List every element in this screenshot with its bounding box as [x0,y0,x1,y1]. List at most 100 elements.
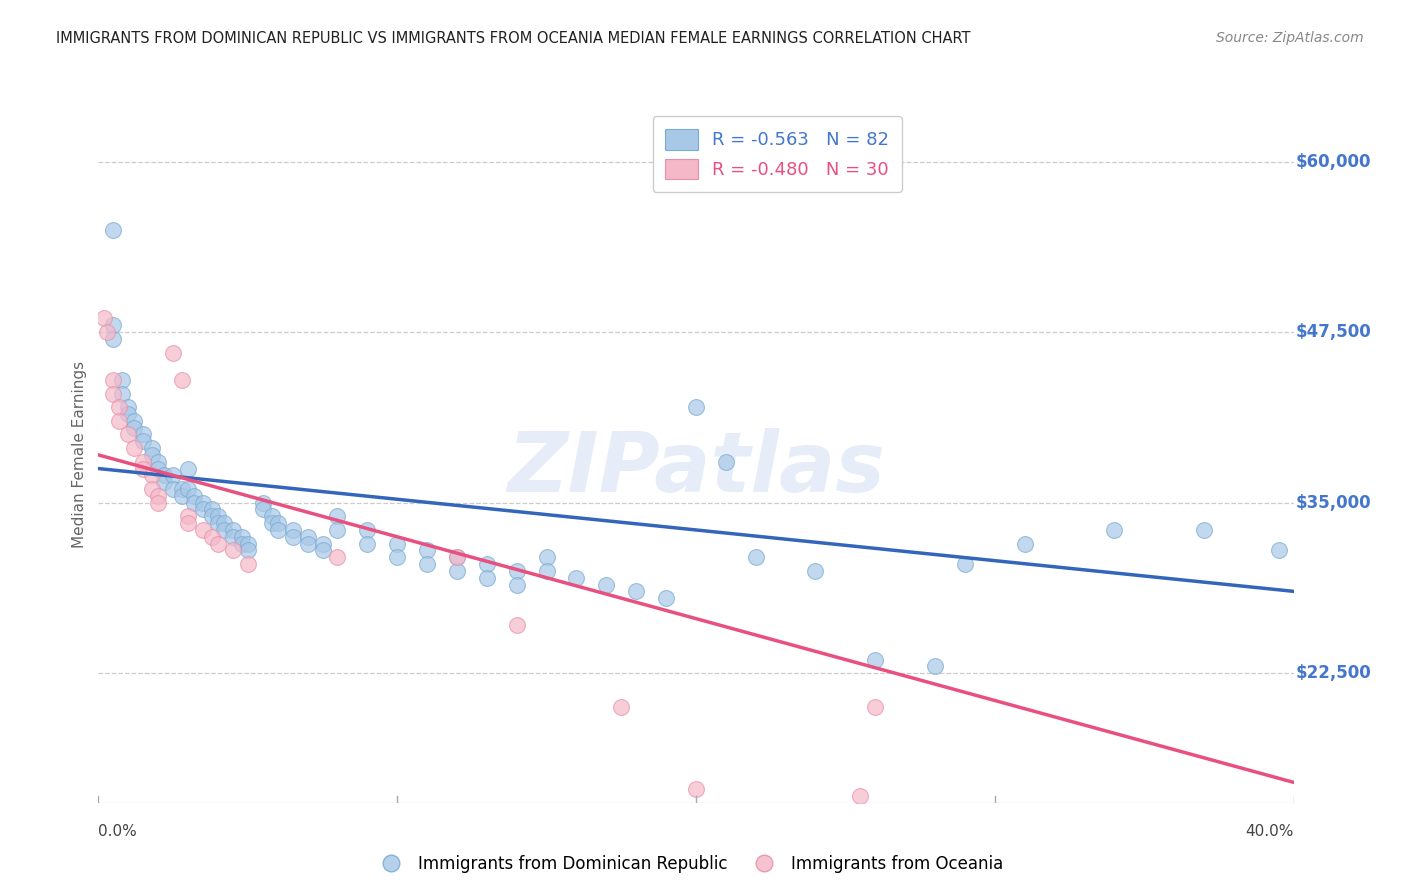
Point [446,550,468,565]
Point [281,530,304,544]
Point [865,652,887,666]
Point [416,557,439,571]
Point [124,414,146,428]
Point [177,461,200,475]
Point [207,536,229,550]
Point [865,700,887,714]
Point [162,468,184,483]
Point [1267,543,1289,558]
Point [536,564,558,578]
Y-axis label: Median Female Earnings: Median Female Earnings [72,361,87,549]
Point [924,659,946,673]
Point [103,386,125,401]
Point [281,523,304,537]
Point [745,550,768,565]
Point [153,468,176,483]
Point [148,455,170,469]
Point [311,543,333,558]
Point [385,550,409,565]
Point [326,550,349,565]
Point [506,577,529,591]
Point [326,523,349,537]
Point [162,482,184,496]
Point [201,502,224,516]
Point [297,530,319,544]
Text: Source: ZipAtlas.com: Source: ZipAtlas.com [1216,31,1364,45]
Point [111,373,134,387]
Point [506,564,529,578]
Point [595,577,617,591]
Point [103,223,125,237]
Point [267,523,290,537]
Point [1192,523,1215,537]
Point [849,789,872,803]
Text: $60,000: $60,000 [1296,153,1371,170]
Point [191,502,214,516]
Point [311,536,333,550]
Point [148,461,170,475]
Point [141,468,163,483]
Point [141,482,163,496]
Point [108,414,131,428]
Point [132,455,155,469]
Point [103,332,125,346]
Point [172,373,194,387]
Point [222,543,245,558]
Point [172,489,194,503]
Point [565,571,588,585]
Point [260,509,283,524]
Point [132,427,155,442]
Point [111,386,134,401]
Point [231,536,253,550]
Point [222,530,245,544]
Point [177,482,200,496]
Point [260,516,283,530]
Point [446,564,468,578]
Point [252,496,274,510]
Point [172,482,194,496]
Point [685,400,707,414]
Point [93,311,115,326]
Point [222,523,245,537]
Point [141,448,163,462]
Point [446,550,468,565]
Point [212,516,235,530]
Point [297,536,319,550]
Point [117,407,139,421]
Point [162,345,184,359]
Point [201,509,224,524]
Point [536,550,558,565]
Point [385,536,409,550]
Point [506,618,529,632]
Point [177,516,200,530]
Point [103,318,125,333]
Text: 0.0%: 0.0% [98,823,138,838]
Point [231,530,253,544]
Point [236,557,259,571]
Point [475,571,498,585]
Point [714,455,737,469]
Text: 40.0%: 40.0% [1246,823,1294,838]
Point [132,434,155,449]
Point [1104,523,1126,537]
Point [685,782,707,797]
Legend: Immigrants from Dominican Republic, Immigrants from Oceania: Immigrants from Dominican Republic, Immi… [368,848,1010,880]
Point [207,516,229,530]
Point [148,489,170,503]
Text: $47,500: $47,500 [1296,323,1372,341]
Point [148,496,170,510]
Point [236,536,259,550]
Point [1014,536,1036,550]
Text: IMMIGRANTS FROM DOMINICAN REPUBLIC VS IMMIGRANTS FROM OCEANIA MEDIAN FEMALE EARN: IMMIGRANTS FROM DOMINICAN REPUBLIC VS IM… [56,31,970,46]
Point [624,584,647,599]
Legend: R = -0.563   N = 82, R = -0.480   N = 30: R = -0.563 N = 82, R = -0.480 N = 30 [652,116,903,192]
Point [236,543,259,558]
Point [191,523,214,537]
Point [655,591,678,606]
Point [96,325,118,339]
Point [475,557,498,571]
Point [183,496,205,510]
Point [132,461,155,475]
Point [191,496,214,510]
Point [117,427,139,442]
